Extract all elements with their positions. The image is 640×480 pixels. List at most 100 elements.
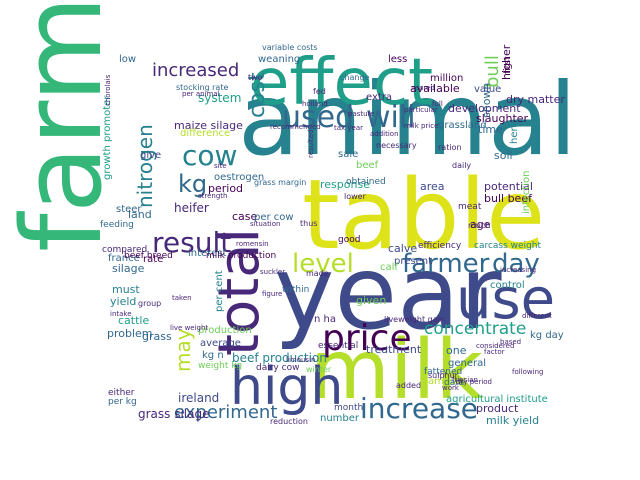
- cloud-word-dry-matter: dry matter: [506, 93, 565, 106]
- cloud-word-following: following: [512, 368, 543, 376]
- cloud-word-milk-price: milk price: [404, 122, 438, 130]
- cloud-word-case: case: [232, 210, 258, 223]
- cloud-word-growth-promoter: growth promoter: [102, 95, 113, 180]
- cloud-word-soil: soil: [494, 149, 513, 162]
- cloud-word-essential: essential: [318, 341, 358, 351]
- cloud-word-difference: difference: [180, 128, 230, 139]
- cloud-word-milk-production: milk production: [206, 251, 276, 261]
- cloud-word-dry-period: dry period: [456, 378, 492, 386]
- cloud-word-fattened: fattened: [424, 367, 462, 377]
- cloud-word-concentrate: concentrate: [424, 319, 526, 339]
- cloud-word-day: day: [492, 249, 540, 279]
- cloud-word-year: year: [274, 234, 502, 353]
- cloud-word-milk-yield: milk yield: [486, 414, 539, 427]
- cloud-word-sulphur: sulphur: [428, 371, 459, 380]
- cloud-word-silage: silage: [112, 262, 145, 275]
- cloud-word-factor: factor: [484, 348, 505, 356]
- cloud-word-pasture: pasture: [348, 110, 375, 118]
- cloud-word-increase: increase: [360, 392, 478, 425]
- cloud-word-amount: amount: [428, 376, 467, 387]
- cloud-word-may: may: [171, 328, 195, 372]
- cloud-word-two: two: [248, 73, 263, 82]
- cloud-word-time: time: [478, 123, 503, 136]
- cloud-word-value: value: [474, 84, 501, 95]
- cloud-word-ration: ration: [438, 143, 462, 152]
- cloud-word-holland: holland: [302, 100, 328, 108]
- cloud-word-land: land: [128, 208, 152, 221]
- cloud-word-much: much: [468, 221, 490, 230]
- cloud-word-obtained: obtained: [346, 177, 386, 187]
- cloud-word-added: added: [396, 381, 421, 390]
- cloud-word-yield: yield: [110, 295, 136, 308]
- cloud-word-different: different: [522, 312, 552, 320]
- cloud-word-first: first: [503, 56, 513, 74]
- cloud-word-weaning: weaning: [258, 54, 300, 65]
- cloud-word-farmer: farmer: [402, 249, 490, 279]
- cloud-word-farm: farm: [0, 0, 126, 252]
- cloud-word-particular: particular: [404, 106, 438, 114]
- cloud-word-stocking-rate: stocking rate: [176, 83, 228, 92]
- cloud-word-reared: reared: [412, 84, 435, 92]
- cloud-word-heifer: heifer: [174, 201, 209, 215]
- cloud-word-production: production: [198, 325, 252, 336]
- cloud-word-available: available: [410, 82, 460, 95]
- cloud-word-steer: steer: [116, 204, 142, 215]
- cloud-word-animal: animal: [238, 61, 577, 178]
- cloud-word-ireland: ireland: [178, 391, 219, 405]
- cloud-word-must: must: [112, 283, 140, 296]
- cloud-word-compared: compared: [102, 245, 147, 255]
- cloud-word-development: development: [448, 102, 521, 115]
- cloud-word-average: average: [200, 338, 241, 349]
- cloud-word-milk: milk: [310, 323, 483, 418]
- cloud-word-used: used: [282, 100, 354, 135]
- cloud-word-increased: increased: [152, 60, 239, 81]
- cloud-word-resulted: resulted: [307, 129, 315, 158]
- cloud-word-calve: calve: [388, 242, 417, 255]
- cloud-word-figure: figure: [262, 290, 282, 298]
- cloud-word-necessary: necessary: [376, 141, 417, 150]
- cloud-word-infection: infection: [521, 171, 532, 214]
- cloud-word-suckler: suckler: [260, 268, 285, 276]
- cloud-word-made: made: [306, 269, 329, 278]
- cloud-word-give: give: [140, 150, 161, 161]
- cloud-word-considered: considered: [476, 342, 514, 350]
- cloud-word-effect: effect: [250, 46, 433, 120]
- cloud-word-response: response: [320, 178, 370, 191]
- cloud-word-result: result: [152, 226, 231, 259]
- cloud-word-grass-margin: grass margin: [254, 178, 306, 187]
- cloud-word-number: number: [320, 413, 360, 424]
- cloud-word-full: full: [432, 100, 443, 108]
- cloud-word-sale: sale: [338, 149, 358, 160]
- cloud-word-intake: intake: [110, 310, 132, 318]
- cloud-word-reduction: reduction: [270, 417, 308, 426]
- cloud-word-bull: bull: [482, 55, 503, 88]
- cloud-word-will: will: [366, 100, 416, 135]
- cloud-word-per-animal: per animal: [182, 90, 220, 98]
- cloud-word-live-weight: live weight: [170, 324, 208, 332]
- cloud-word-liveweight-gain: liveweight gain: [384, 315, 445, 324]
- cloud-word-chorolais: chorolais: [104, 74, 112, 106]
- cloud-word-thus: thus: [300, 219, 317, 228]
- cloud-word-problem: problem: [107, 327, 153, 340]
- cloud-word-total: total: [207, 228, 272, 356]
- cloud-word-product: product: [476, 402, 519, 415]
- cloud-word-limousin: limousin: [286, 356, 315, 364]
- cloud-word-situation: situation: [250, 220, 280, 228]
- cloud-word-group: group: [138, 299, 161, 308]
- cloud-word-change: change: [340, 73, 370, 82]
- cloud-word-interest: interest: [188, 248, 226, 259]
- cloud-word-meat: meat: [458, 202, 482, 212]
- cloud-word-slaughter: slaughter: [476, 112, 529, 125]
- cloud-word-increasing: increasing: [500, 266, 536, 274]
- cloud-word-oestrogen: oestrogen: [214, 172, 264, 183]
- cloud-word-grass-silage: grass silage: [138, 407, 210, 421]
- cloud-word-shown: shown: [480, 83, 493, 118]
- cloud-word-calf: calf: [380, 262, 398, 273]
- cloud-word-data: data: [444, 378, 464, 388]
- cloud-word-bull-beef: bull beef: [484, 192, 533, 205]
- cloud-word-present: present: [394, 256, 432, 267]
- cloud-word-kg: kg: [178, 170, 207, 198]
- cloud-word-cow: cow: [182, 139, 237, 172]
- cloud-word-age: age: [470, 218, 491, 231]
